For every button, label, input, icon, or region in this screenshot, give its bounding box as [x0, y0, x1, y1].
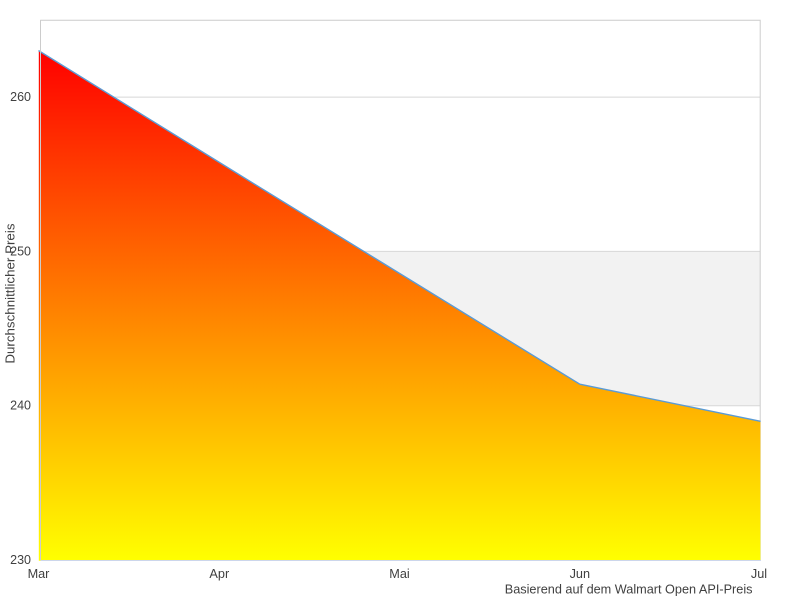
svg-text:Mar: Mar — [28, 567, 51, 581]
svg-text:Apr: Apr — [209, 567, 230, 581]
svg-text:250: 250 — [10, 244, 31, 258]
svg-text:Mai: Mai — [389, 567, 409, 581]
svg-text:Durchschnittlicher Preis: Durchschnittlicher Preis — [2, 223, 17, 363]
svg-text:Jul: Jul — [751, 567, 767, 581]
svg-text:Basierend auf dem Walmart Open: Basierend auf dem Walmart Open API-Preis — [505, 583, 753, 597]
svg-text:240: 240 — [10, 399, 31, 413]
svg-text:260: 260 — [10, 90, 31, 104]
svg-text:230: 230 — [10, 553, 31, 567]
svg-text:Jun: Jun — [570, 567, 590, 581]
